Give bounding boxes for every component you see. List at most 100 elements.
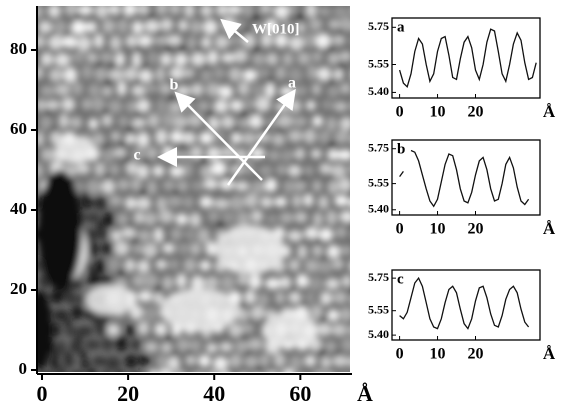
texture-blob bbox=[306, 64, 317, 81]
texture-blob bbox=[182, 195, 195, 209]
texture-blob bbox=[162, 275, 174, 291]
texture-gap bbox=[146, 13, 155, 22]
texture-blob bbox=[189, 242, 202, 256]
texture-blob bbox=[93, 227, 109, 240]
texture-blob bbox=[287, 129, 303, 143]
texture-blob bbox=[214, 35, 230, 50]
texture-blob bbox=[244, 192, 259, 209]
texture-gap bbox=[336, 62, 345, 71]
texture-blob bbox=[158, 209, 175, 224]
texture-blob bbox=[237, 81, 250, 97]
texture-blob bbox=[349, 8, 350, 13]
texture-blob bbox=[228, 66, 242, 82]
texture-blob bbox=[38, 65, 45, 80]
texture-blob bbox=[113, 240, 130, 256]
texture-blob bbox=[158, 83, 173, 95]
texture-blob bbox=[143, 273, 159, 289]
texture-blob bbox=[255, 67, 271, 79]
texture-blob bbox=[105, 356, 122, 371]
texture-blob bbox=[313, 369, 324, 372]
texture-blob bbox=[72, 371, 82, 372]
texture-blob bbox=[242, 33, 256, 49]
texture-blob bbox=[106, 323, 120, 337]
texture-blob bbox=[137, 164, 150, 180]
texture-blob bbox=[146, 179, 158, 196]
texture-blob bbox=[251, 180, 267, 195]
texture-blob bbox=[202, 19, 219, 35]
texture-blob bbox=[327, 179, 340, 195]
texture-blob bbox=[264, 277, 281, 290]
y-tick-label: 5.40 bbox=[368, 327, 389, 341]
texture-blob bbox=[116, 212, 129, 226]
texture-blob bbox=[131, 147, 146, 162]
texture-blob bbox=[327, 308, 339, 322]
texture-blob bbox=[310, 148, 322, 159]
texture-blob bbox=[189, 212, 202, 228]
texture-blob bbox=[326, 209, 338, 226]
profile-line bbox=[398, 28, 537, 89]
texture-blob bbox=[237, 117, 250, 129]
texture-blob bbox=[205, 241, 217, 257]
texture-blob bbox=[125, 100, 138, 114]
texture-blob bbox=[229, 195, 245, 211]
texture-blob bbox=[49, 355, 60, 371]
texture-blob bbox=[136, 131, 150, 148]
annotation: c bbox=[133, 147, 140, 164]
texture-blob bbox=[93, 33, 105, 49]
texture-gap bbox=[221, 172, 230, 181]
bright-patch bbox=[85, 285, 135, 315]
texture-blob bbox=[160, 341, 173, 354]
texture-blob bbox=[339, 307, 350, 322]
texture-blob bbox=[213, 356, 229, 371]
texture-blob bbox=[296, 51, 311, 65]
texture-blob bbox=[181, 131, 197, 145]
y-tick-label: 5.75 bbox=[368, 270, 389, 284]
texture-blob bbox=[197, 100, 211, 112]
texture-blob bbox=[186, 35, 198, 50]
texture-blob bbox=[348, 164, 350, 174]
texture-blob bbox=[200, 36, 212, 49]
texture-gap bbox=[139, 188, 148, 197]
texture-blob bbox=[295, 85, 308, 97]
texture-blob bbox=[87, 83, 101, 97]
texture-blob bbox=[94, 259, 106, 275]
texture-gap bbox=[74, 12, 83, 21]
texture-gap bbox=[64, 319, 73, 328]
texture-blob bbox=[101, 179, 116, 195]
texture-blob bbox=[196, 227, 211, 244]
texture-blob bbox=[316, 66, 332, 82]
y-tick-label: 80 bbox=[10, 39, 27, 58]
texture-blob bbox=[176, 338, 191, 353]
texture-blob bbox=[218, 85, 234, 99]
texture-blob bbox=[311, 179, 323, 193]
texture-blob bbox=[351, 228, 362, 239]
texture-blob bbox=[101, 19, 116, 34]
texture-blob bbox=[340, 337, 350, 352]
texture-blob bbox=[288, 35, 305, 51]
texture-blob bbox=[311, 50, 323, 63]
texture-blob bbox=[305, 291, 316, 305]
texture-blob bbox=[173, 53, 189, 67]
texture-blob bbox=[220, 274, 236, 291]
texture-blob bbox=[156, 354, 168, 369]
texture-blob bbox=[235, 148, 248, 163]
texture-blob bbox=[84, 339, 101, 350]
x-tick-label: 20 bbox=[467, 346, 483, 363]
texture-blob bbox=[146, 82, 158, 94]
texture-blob bbox=[320, 356, 332, 369]
texture-blob bbox=[161, 243, 176, 254]
texture-blob bbox=[198, 354, 211, 368]
texture-blob bbox=[294, 211, 308, 224]
x-tick-label: 0 bbox=[396, 221, 404, 238]
texture-blob bbox=[228, 323, 244, 338]
texture-blob bbox=[155, 98, 168, 115]
texture-blob bbox=[268, 150, 280, 161]
bright-patch bbox=[160, 288, 240, 332]
texture-gap bbox=[63, 286, 72, 295]
texture-blob bbox=[335, 226, 348, 239]
texture-blob bbox=[170, 227, 183, 241]
texture-blob bbox=[175, 273, 187, 289]
texture-blob bbox=[312, 211, 323, 227]
texture-blob bbox=[287, 229, 303, 242]
